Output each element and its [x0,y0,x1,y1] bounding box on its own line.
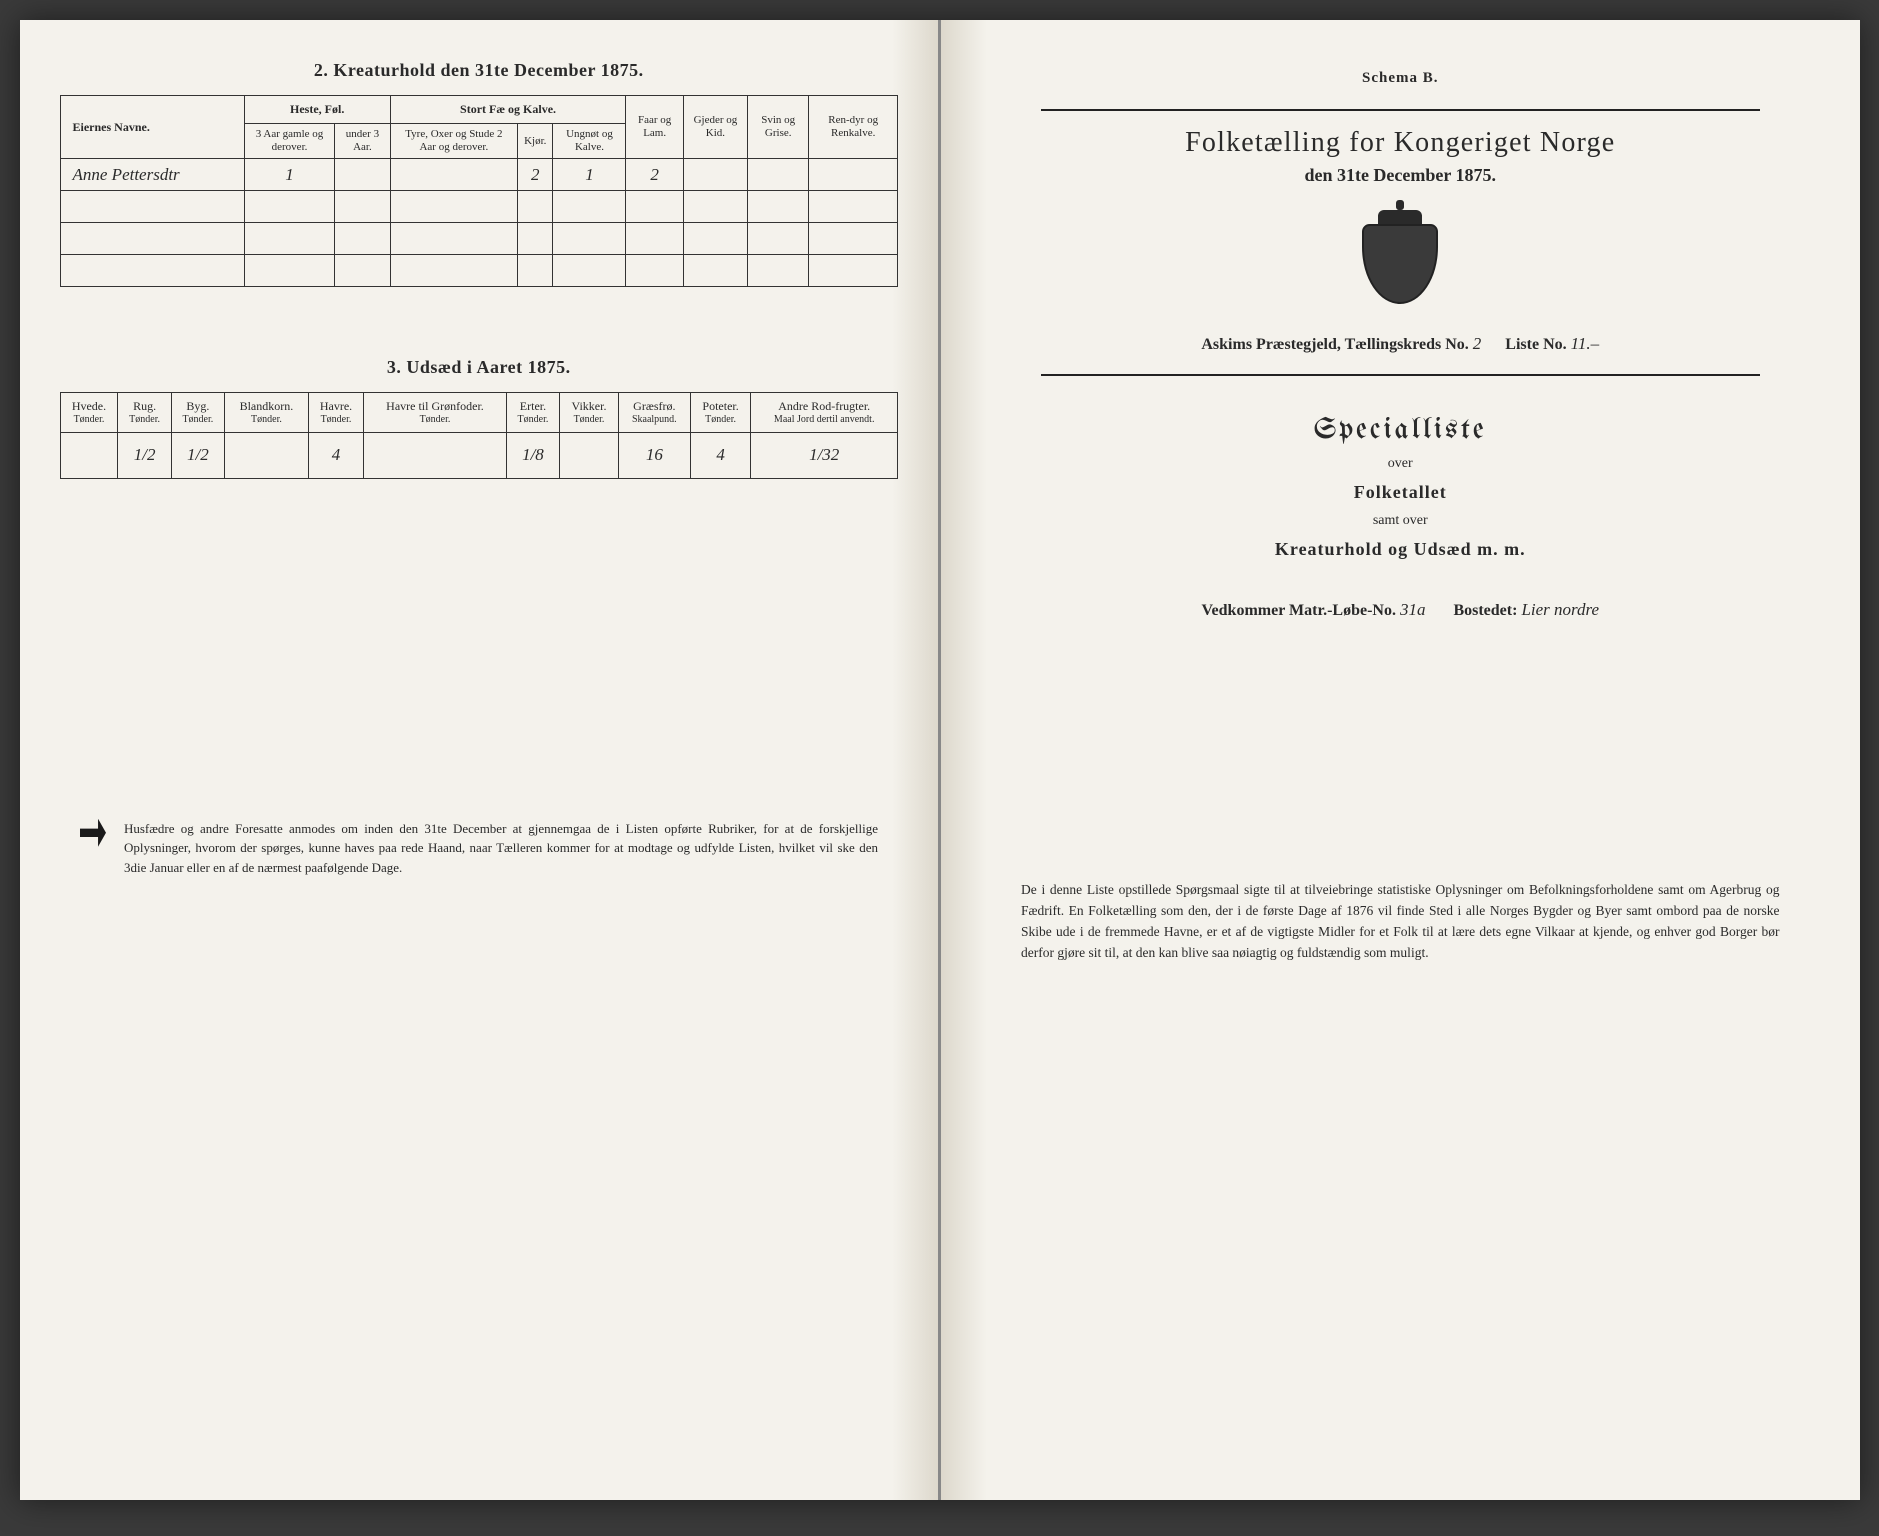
cell [225,432,309,478]
section3-title: 3. Udsæd i Aaret 1875. [60,357,899,378]
table-row: Anne Pettersdtr 1 2 1 2 [60,159,898,191]
th: Vikker.Tønder. [560,393,619,432]
vedk-matr: 31a [1400,600,1426,619]
cell [683,159,747,191]
th: Havre til Grønfoder.Tønder. [364,393,507,432]
district-line: Askims Præstegjeld, Tællingskreds No. 2 … [981,334,1820,354]
rule-mid [1041,374,1760,376]
th-horses: Heste, Føl. [244,96,390,124]
th: Andre Rod-frugter.Maal Jord dertil anven… [751,393,898,432]
th-cattle-b: Kjør. [518,124,553,159]
left-page: 2. Kreaturhold den 31te December 1875. E… [20,20,942,1500]
th-cattle: Stort Fæ og Kalve. [390,96,626,124]
th-cattle-c: Ungnøt og Kalve. [553,124,626,159]
cell-owner: Anne Pettersdtr [60,159,244,191]
th-goats: Gjeder og Kid. [683,96,747,159]
coat-of-arms-icon [981,210,1820,304]
table-row [60,191,898,223]
th-horses-b: under 3 Aar. [335,124,390,159]
cell [364,432,507,478]
cell: 1 [244,159,335,191]
spec-kreatur: Kreaturhold og Udsæd m. m. [981,539,1820,560]
th: Havre.Tønder. [308,393,363,432]
cell: 4 [308,432,363,478]
spec-folketallet: Folketallet [981,482,1820,503]
spec-samt: samt over [981,513,1820,529]
cell [335,159,390,191]
table-row [60,255,898,287]
th: Erter.Tønder. [506,393,559,432]
spec-block: Specialliste over Folketallet samt over … [981,414,1820,560]
cell: 1/2 [118,432,171,478]
section2-title: 2. Kreaturhold den 31te December 1875. [60,60,899,81]
vedk-label2: Bostedet: [1453,602,1517,619]
th-pigs: Svin og Grise. [748,96,809,159]
main-title: Folketælling for Kongeriget Norge [981,127,1820,159]
cell: 16 [618,432,690,478]
livestock-table: Eiernes Navne. Heste, Føl. Stort Fæ og K… [60,95,899,287]
th-cattle-a: Tyre, Oxer og Stude 2 Aar og derover. [390,124,518,159]
schema-label: Schema B. [981,70,1820,87]
cell [390,159,518,191]
right-page: Schema B. Folketælling for Kongeriget No… [941,20,1860,1500]
th-horses-a: 3 Aar gamle og derover. [244,124,335,159]
cell: 2 [626,159,683,191]
cell: 1/2 [171,432,224,478]
left-note-block: Husfædre og andre Foresatte anmodes om i… [60,819,899,878]
th: Hvede.Tønder. [60,393,118,432]
vedk-bosted: Lier nordre [1521,600,1599,619]
cell [809,159,898,191]
th-reindeer: Ren-dyr og Renkalve. [809,96,898,159]
pointer-icon [80,819,106,847]
list-label: Liste No. [1505,336,1566,353]
cell [60,432,118,478]
cell: 2 [518,159,553,191]
cell [748,159,809,191]
vedk-line: Vedkommer Matr.-Løbe-No. 31a Bostedet: L… [981,600,1820,620]
left-note-text: Husfædre og andre Foresatte anmodes om i… [124,819,878,878]
spec-title: Specialliste [981,414,1820,446]
th: Græsfrø.Skaalpund. [618,393,690,432]
sub-title: den 31te December 1875. [981,165,1820,186]
cell: 1/32 [751,432,898,478]
spec-over: over [981,456,1820,472]
cell: 4 [690,432,751,478]
list-no: 11.– [1571,334,1600,353]
table-row: 1/2 1/2 4 1/8 16 4 1/32 [60,432,898,478]
rule-top [1041,109,1760,111]
cell [560,432,619,478]
page-spread: 2. Kreaturhold den 31te December 1875. E… [20,20,1860,1500]
th: Rug.Tønder. [118,393,171,432]
parish-label: Askims Præstegjeld, Tællingskreds No. [1201,336,1468,353]
sowing-table: Hvede.Tønder. Rug.Tønder. Byg.Tønder. Bl… [60,392,899,478]
th: Poteter.Tønder. [690,393,751,432]
th: Blandkorn.Tønder. [225,393,309,432]
right-note-text: De i denne Liste opstillede Spørgsmaal s… [981,880,1820,964]
th-owners: Eiernes Navne. [60,96,244,159]
cell: 1/8 [506,432,559,478]
table-row [60,223,898,255]
t3-head-row1: Hvede.Tønder. Rug.Tønder. Byg.Tønder. Bl… [60,393,898,432]
th-sheep: Faar og Lam. [626,96,683,159]
cell: 1 [553,159,626,191]
th: Byg.Tønder. [171,393,224,432]
vedk-label1: Vedkommer Matr.-Løbe-No. [1201,602,1396,619]
parish-no: 2 [1473,334,1482,353]
